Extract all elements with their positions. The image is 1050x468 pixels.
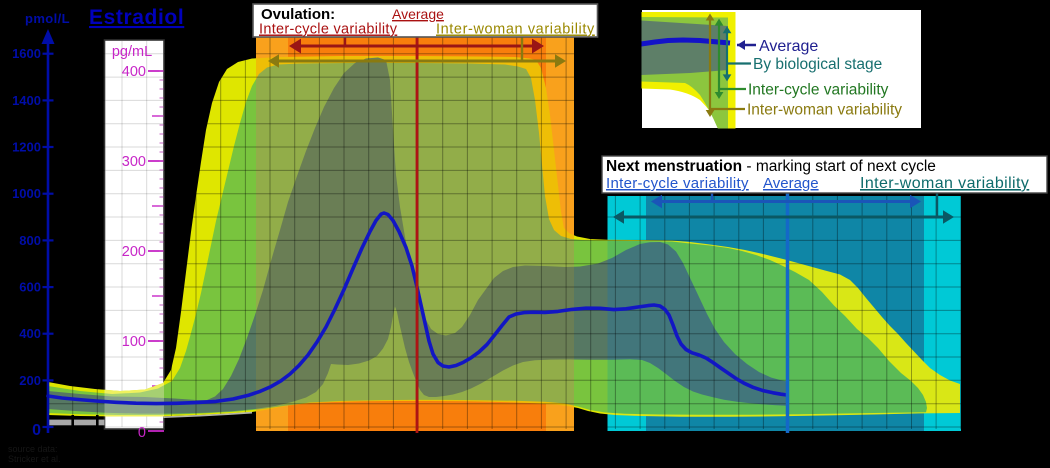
svg-text:By biological stage: By biological stage [753, 56, 882, 73]
svg-text:pg/mL: pg/mL [112, 44, 152, 60]
svg-text:Inter-woman variability: Inter-woman variability [860, 175, 1029, 192]
svg-text:Next menstruation - marking st: Next menstruation - marking start of nex… [606, 158, 936, 175]
svg-text:Inter-cycle variability: Inter-cycle variability [748, 82, 889, 99]
svg-text:source data:: source data: [8, 444, 58, 454]
svg-text:100: 100 [122, 334, 146, 350]
svg-text:0: 0 [32, 422, 41, 439]
svg-text:Inter-woman variability: Inter-woman variability [747, 102, 902, 119]
svg-text:800: 800 [19, 233, 41, 248]
svg-text:600: 600 [19, 280, 41, 295]
svg-text:1000: 1000 [12, 186, 41, 201]
svg-text:1600: 1600 [12, 46, 41, 61]
svg-text:Inter-cycle variability: Inter-cycle variability [606, 175, 749, 192]
svg-text:200: 200 [122, 244, 146, 260]
svg-text:200: 200 [19, 373, 41, 388]
svg-text:1400: 1400 [12, 93, 41, 108]
svg-text:Ovulation:: Ovulation: [261, 6, 335, 23]
svg-text:400: 400 [19, 326, 41, 341]
svg-text:300: 300 [122, 154, 146, 170]
svg-text:Average: Average [392, 6, 444, 22]
svg-text:Estradiol: Estradiol [89, 6, 184, 29]
svg-text:0: 0 [138, 425, 146, 441]
svg-text:Average: Average [759, 38, 818, 55]
svg-text:pmol/L: pmol/L [25, 11, 70, 26]
svg-text:1200: 1200 [12, 140, 41, 155]
svg-text:400: 400 [122, 64, 146, 80]
svg-text:Inter-woman variability: Inter-woman variability [436, 22, 595, 38]
svg-text:Inter-cycle variability: Inter-cycle variability [259, 22, 398, 38]
svg-text:Stricker et al.: Stricker et al. [8, 454, 61, 464]
svg-text:Average: Average [763, 175, 819, 192]
